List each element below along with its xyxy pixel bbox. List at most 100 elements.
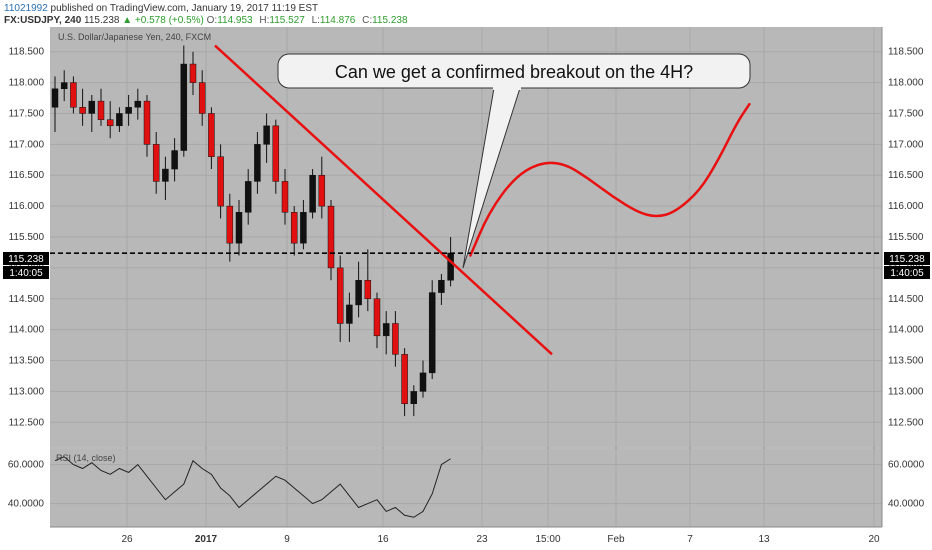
y-tick-left: 114.000 [9,325,45,336]
idea-id-link[interactable]: 11021992 [4,3,48,14]
rsi-pane [50,449,882,527]
y-tick-right: 114.000 [888,325,924,336]
y-tick-right: 117.500 [888,108,924,119]
candle-body [60,82,68,90]
close-label: C: [362,15,373,26]
candle-body [244,181,252,213]
candle-body [300,212,307,244]
rsi-label: RSI (14, close) [56,453,116,463]
projection-curve[interactable] [469,102,751,257]
countdown-right-text: 1:40:05 [890,268,924,279]
candle-body [226,205,234,244]
y-tick-right: 115.500 [888,232,924,243]
candle-body [346,304,353,324]
candle-body [263,125,270,145]
candle-body [382,323,390,337]
price-tag-left [3,252,49,265]
candle-body [198,82,206,114]
y-tick-left: 117.500 [9,108,45,119]
y-tick-left: 115.500 [9,232,45,243]
rsi-y-tick-right: 60.0000 [888,460,925,471]
y-tick-right: 117.000 [888,139,924,150]
candle-body [373,298,381,337]
y-tick-left: 113.500 [9,356,45,367]
candle-body [97,100,105,120]
rsi-y-tick-left: 60.0000 [8,460,45,471]
candle-body [235,212,243,244]
countdown-left-text: 1:40:05 [9,268,43,279]
y-tick-right: 113.500 [888,356,924,367]
x-tick-label: 13 [758,534,770,545]
candle-body [254,144,261,182]
candle-body [447,252,454,281]
candle-body [116,113,123,127]
y-tick-right: 116.000 [888,201,924,212]
candle-body [281,181,289,213]
rsi-y-tick-left: 40.0000 [8,499,45,510]
candle-body [189,63,197,83]
candle-body [290,212,298,244]
candle-body [355,279,362,306]
low-label: L: [311,15,320,26]
price-tag-right-text: 115.238 [889,254,925,265]
y-tick-left: 118.500 [9,47,45,58]
last-price: 115.238 [84,15,120,26]
x-tick-label: 20 [868,534,880,545]
countdown-left [3,266,49,279]
candle-body [180,63,188,151]
rsi-line [54,456,451,518]
candle-body [125,107,132,114]
trendline[interactable] [214,44,553,356]
y-tick-right: 114.500 [888,294,924,305]
candle-body [336,267,344,324]
candle-body [364,279,372,300]
candle-body [106,119,114,127]
x-tick-label: 16 [377,534,389,545]
candle-body [143,100,151,145]
callout-joint [493,85,521,90]
rsi-y-tick-right: 40.0000 [888,499,925,510]
annotation-callout[interactable]: Can we get a confirmed breakout on the 4… [277,53,751,269]
x-tick-label: 9 [284,534,290,545]
x-tick-label: 23 [476,534,488,545]
published-text: published on TradingView.com, January 19… [50,3,319,14]
chart-title: U.S. Dollar/Japanese Yen, 240, FXCM [58,32,211,42]
y-tick-left: 116.500 [9,170,45,181]
y-tick-left: 113.000 [9,386,45,397]
y-tick-right: 118.500 [888,47,924,58]
candle-body [70,82,77,108]
x-tick-label: 2017 [195,534,218,545]
low-value: 114.876 [319,15,356,26]
candle-body [410,391,418,405]
candle-body [171,150,178,170]
y-tick-left: 116.000 [9,201,45,212]
y-tick-left: 112.500 [9,417,45,428]
triangle-up-icon: ▲ [122,15,133,26]
candle-body [272,125,280,182]
x-tick-label: 26 [121,534,133,545]
high-label: H: [259,15,270,26]
candle-body [309,174,316,213]
candle-body [79,107,86,114]
y-tick-right: 113.000 [888,386,924,397]
candle-body [51,88,59,108]
countdown-right [884,266,930,279]
candle-body [327,205,335,269]
high-value: 115.527 [269,15,305,26]
candle-body [428,292,436,374]
open-value: 114.953 [217,15,253,26]
y-tick-left: 114.500 [9,294,45,305]
callout-text: Can we get a confirmed breakout on the 4… [335,62,693,82]
x-tick-label: Feb [607,534,625,545]
candle-body [88,100,96,114]
symbol-label: FX:USDJPY, 240 [4,15,82,26]
x-tick-label: 7 [687,534,693,545]
y-tick-right: 118.000 [888,78,924,89]
candle-body [162,168,169,182]
candle-body [419,372,427,392]
x-tick-label: 15:00 [535,534,560,545]
candle-body [318,174,326,207]
open-label: O: [206,15,218,26]
